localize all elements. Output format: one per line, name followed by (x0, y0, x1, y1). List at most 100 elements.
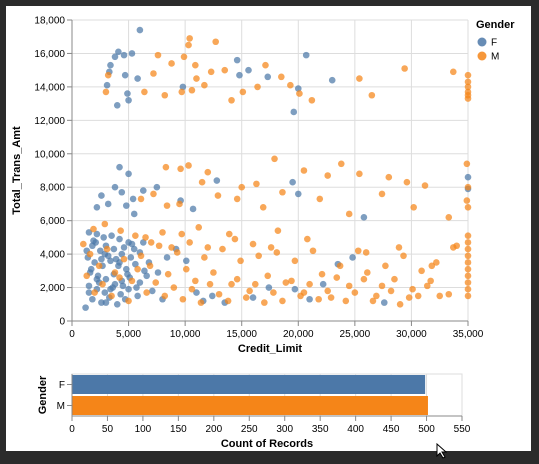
scatter-point-m (103, 245, 111, 253)
scatter-point-m (369, 297, 377, 305)
y-tick-label: 12,000 (34, 116, 65, 127)
scatter-point-m (146, 262, 154, 270)
scatter-point-m (464, 252, 472, 260)
scatter-point-m (168, 60, 175, 67)
scatter-point-m (463, 160, 471, 168)
scatter-point-m (116, 274, 123, 281)
scatter-point-f (154, 269, 162, 276)
scatter-point-m (428, 262, 436, 270)
scatter-point-m (186, 239, 193, 246)
scatter-point-m (297, 292, 304, 300)
scatter-point-m (164, 270, 172, 278)
scatter-point-m (464, 272, 472, 280)
scatter-point-f (120, 51, 128, 59)
y-tick-label: 18,000 (34, 16, 65, 27)
scatter-point-f (130, 245, 138, 253)
scatter-point-m (180, 53, 188, 61)
scatter-point-m (345, 210, 353, 218)
scatter-point-m (464, 203, 472, 211)
scatter-point-m (464, 265, 472, 273)
y-tick-label: 4,000 (40, 250, 65, 261)
scatter-point-m (324, 172, 332, 179)
scatter-point-f (245, 66, 252, 74)
bar-x-tick-label: 250 (241, 424, 258, 435)
bar-x-tick-label: 350 (312, 424, 329, 435)
scatter-point-f (104, 200, 112, 208)
scatter-point-m (282, 279, 290, 286)
scatter-point-f (123, 265, 130, 273)
scatter-point-f (213, 177, 221, 184)
scatter-point-m (254, 83, 261, 91)
scatter-point-m (401, 65, 408, 72)
x-tick-label: 0 (69, 329, 75, 340)
scatter-point-m (80, 240, 87, 248)
scatter-point-f (233, 56, 241, 64)
scatter-point-f (249, 294, 257, 301)
scatter-point-f (136, 279, 144, 286)
scatter-point-f (380, 299, 388, 306)
scatter-point-m (212, 38, 219, 46)
scatter-point-m (403, 178, 411, 186)
scatter-point-f (125, 170, 132, 178)
scatter-point-f (119, 282, 127, 290)
legend-swatch-f (477, 37, 487, 47)
scatter-point-m (391, 275, 398, 283)
scatter-point-f (349, 254, 356, 261)
bar-x-tick-label: 450 (383, 424, 400, 435)
scatter-point-m (204, 168, 212, 176)
scatter-point-m (464, 71, 472, 79)
scatter-point-m (178, 230, 186, 238)
scatter-point-m (120, 255, 128, 263)
scatter-point-m (215, 290, 223, 298)
scatter-point-m (150, 70, 157, 77)
scatter-point-m (449, 244, 457, 251)
scatter-point-m (132, 232, 139, 240)
scatter-point-f (208, 292, 216, 300)
scatter-point-f (265, 284, 273, 291)
scatter-point-m (464, 239, 472, 246)
scatter-point-m (228, 96, 235, 104)
scatter-point-f (87, 265, 95, 273)
scatter-point-m (253, 180, 260, 188)
scatter-point-m (214, 192, 222, 199)
scatter-point-m (159, 229, 166, 236)
bar-x-tick-label: 50 (102, 424, 114, 435)
scatter-point-m (170, 284, 178, 291)
scatter-point-m (152, 279, 160, 286)
scatter-point-m (201, 254, 208, 261)
scatter-point-m (378, 190, 386, 198)
scatter-point-f (128, 240, 136, 248)
scatter-point-f (319, 280, 327, 288)
scatter-point-f (294, 85, 302, 92)
scatter-point-m (173, 249, 181, 256)
y-tick-label: 0 (59, 317, 65, 328)
scatter-point-f (464, 173, 472, 181)
scatter-point-m (176, 200, 183, 208)
scatter-point-f (85, 229, 93, 236)
scatter-point-f (236, 71, 243, 79)
scatter-point-m (464, 292, 472, 300)
y-tick-label: 16,000 (34, 49, 65, 60)
scatter-point-f (163, 254, 171, 261)
scatter-point-m (143, 289, 150, 296)
scatter-point-f (139, 239, 147, 246)
scatter-point-m (318, 270, 326, 278)
scatter-point-m (300, 167, 308, 174)
scatter-point-f (143, 272, 150, 280)
scatter-point-m (364, 269, 371, 276)
scatter-point-f (306, 295, 313, 303)
scatter-point-m (308, 96, 316, 104)
scatter-point-f (98, 255, 105, 263)
bar-x-tick-label: 0 (69, 424, 75, 435)
scatter-point-m (368, 91, 376, 99)
scatter-point-f (125, 96, 132, 104)
scatter-point-f (110, 245, 118, 253)
y-tick-label: 6,000 (40, 216, 65, 227)
scatter-point-m (304, 235, 311, 243)
scatter-point-m (418, 267, 425, 275)
scatter-point-m (354, 247, 362, 255)
scatter-point-f (121, 71, 129, 79)
scatter-point-m (306, 280, 313, 288)
scatter-point-m (101, 220, 109, 228)
scatter-point-m (197, 299, 205, 306)
